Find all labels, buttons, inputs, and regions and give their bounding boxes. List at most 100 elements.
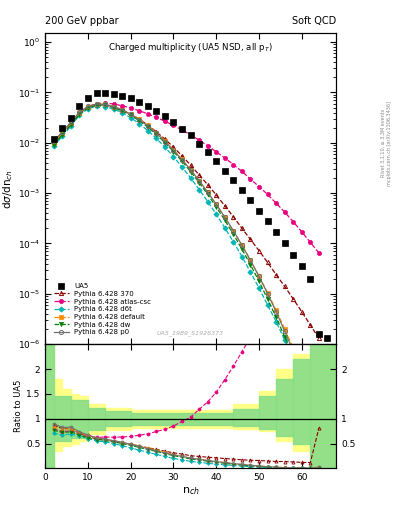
Pythia 6.428 p0 <box>68 119 73 125</box>
Pythia 6.428 370 <box>257 248 261 254</box>
UA5 <box>265 218 270 224</box>
UA5 <box>240 187 244 193</box>
Pythia 6.428 370 <box>103 102 107 108</box>
Pythia 6.428 370 <box>231 214 236 220</box>
UA5 <box>291 251 296 258</box>
Pythia 6.428 p0 <box>154 130 159 136</box>
Pythia 6.428 atlas-csc <box>257 183 261 189</box>
Pythia 6.428 370 <box>197 172 202 178</box>
Pythia 6.428 dw <box>231 231 236 237</box>
UA5 <box>231 177 236 183</box>
Pythia 6.428 d6t <box>265 302 270 308</box>
Pythia 6.428 370 <box>137 116 141 122</box>
UA5 <box>60 124 65 131</box>
UA5 <box>94 90 99 96</box>
Pythia 6.428 atlas-csc <box>282 209 287 215</box>
Pythia 6.428 370 <box>171 144 176 150</box>
Pythia 6.428 d6t <box>120 110 125 116</box>
Pythia 6.428 default <box>129 111 133 117</box>
Pythia 6.428 dw <box>171 148 176 155</box>
Pythia 6.428 d6t <box>188 175 193 181</box>
Pythia 6.428 d6t <box>291 355 296 361</box>
Pythia 6.428 d6t <box>214 211 219 218</box>
Pythia 6.428 dw <box>154 131 159 137</box>
Pythia 6.428 370 <box>222 203 227 209</box>
Pythia 6.428 d6t <box>222 225 227 231</box>
Text: mcplots.cern.ch [arXiv:1306.3436]: mcplots.cern.ch [arXiv:1306.3436] <box>387 101 391 186</box>
Pythia 6.428 p0 <box>120 107 125 113</box>
Pythia 6.428 p0 <box>197 178 202 184</box>
Pythia 6.428 370 <box>291 296 296 302</box>
Pythia 6.428 p0 <box>248 257 253 263</box>
UA5 <box>274 229 279 235</box>
Pythia 6.428 p0 <box>111 103 116 110</box>
Pythia 6.428 370 <box>316 335 321 342</box>
Pythia 6.428 p0 <box>51 138 56 144</box>
Pythia 6.428 atlas-csc <box>180 127 184 133</box>
Pythia 6.428 370 <box>77 110 82 116</box>
Pythia 6.428 dw <box>291 354 296 360</box>
Pythia 6.428 dw <box>111 104 116 111</box>
UA5 <box>163 113 167 119</box>
Pythia 6.428 d6t <box>231 239 236 245</box>
Pythia 6.428 default <box>222 215 227 221</box>
Pythia 6.428 370 <box>248 237 253 243</box>
Pythia 6.428 default <box>308 386 313 392</box>
Pythia 6.428 default <box>291 345 296 351</box>
Pythia 6.428 370 <box>265 260 270 266</box>
Pythia 6.428 dw <box>206 191 210 198</box>
Text: 200 GeV ppbar: 200 GeV ppbar <box>45 15 119 26</box>
Pythia 6.428 atlas-csc <box>214 149 219 155</box>
Pythia 6.428 default <box>111 103 116 110</box>
Pythia 6.428 dw <box>68 122 73 128</box>
Pythia 6.428 default <box>145 122 150 129</box>
Pythia 6.428 dw <box>274 314 279 321</box>
Line: Pythia 6.428 370: Pythia 6.428 370 <box>51 103 321 340</box>
Pythia 6.428 p0 <box>103 101 107 108</box>
Pythia 6.428 370 <box>282 283 287 289</box>
Pythia 6.428 atlas-csc <box>68 121 73 127</box>
Text: UA5_1989_S1926373: UA5_1989_S1926373 <box>157 331 224 336</box>
Pythia 6.428 dw <box>145 124 150 130</box>
Pythia 6.428 dw <box>257 278 261 284</box>
Y-axis label: d$\sigma$/dn$_{ch}$: d$\sigma$/dn$_{ch}$ <box>1 168 15 209</box>
UA5 <box>248 197 253 203</box>
Pythia 6.428 370 <box>145 122 150 128</box>
Pythia 6.428 atlas-csc <box>154 114 159 120</box>
Pythia 6.428 default <box>51 140 56 146</box>
Pythia 6.428 dw <box>299 375 304 381</box>
Pythia 6.428 370 <box>240 225 244 231</box>
Pythia 6.428 atlas-csc <box>291 219 296 225</box>
UA5 <box>299 263 304 269</box>
Line: Pythia 6.428 dw: Pythia 6.428 dw <box>51 103 321 426</box>
Pythia 6.428 dw <box>60 132 65 138</box>
Line: Pythia 6.428 p0: Pythia 6.428 p0 <box>51 102 321 418</box>
Pythia 6.428 atlas-csc <box>197 137 202 143</box>
Pythia 6.428 default <box>120 106 125 113</box>
Line: Pythia 6.428 default: Pythia 6.428 default <box>52 102 321 412</box>
Pythia 6.428 d6t <box>163 144 167 150</box>
Pythia 6.428 atlas-csc <box>274 200 279 206</box>
Pythia 6.428 default <box>137 116 141 122</box>
Pythia 6.428 dw <box>180 158 184 164</box>
Pythia 6.428 p0 <box>77 109 82 115</box>
UA5 <box>325 335 330 342</box>
Pythia 6.428 p0 <box>188 167 193 173</box>
Pythia 6.428 dw <box>265 296 270 302</box>
UA5 <box>51 136 56 142</box>
Pythia 6.428 dw <box>86 105 90 111</box>
UA5 <box>180 126 184 132</box>
Pythia 6.428 atlas-csc <box>103 100 107 106</box>
Pythia 6.428 d6t <box>240 253 244 260</box>
UA5 <box>206 149 210 155</box>
Pythia 6.428 default <box>316 407 321 413</box>
Pythia 6.428 atlas-csc <box>222 155 227 161</box>
Pythia 6.428 dw <box>308 397 313 403</box>
Pythia 6.428 dw <box>214 204 219 210</box>
Pythia 6.428 d6t <box>282 337 287 343</box>
Pythia 6.428 370 <box>86 104 90 110</box>
Pythia 6.428 default <box>206 189 210 196</box>
Pythia 6.428 default <box>171 146 176 153</box>
Pythia 6.428 p0 <box>214 201 219 207</box>
Pythia 6.428 d6t <box>129 115 133 121</box>
